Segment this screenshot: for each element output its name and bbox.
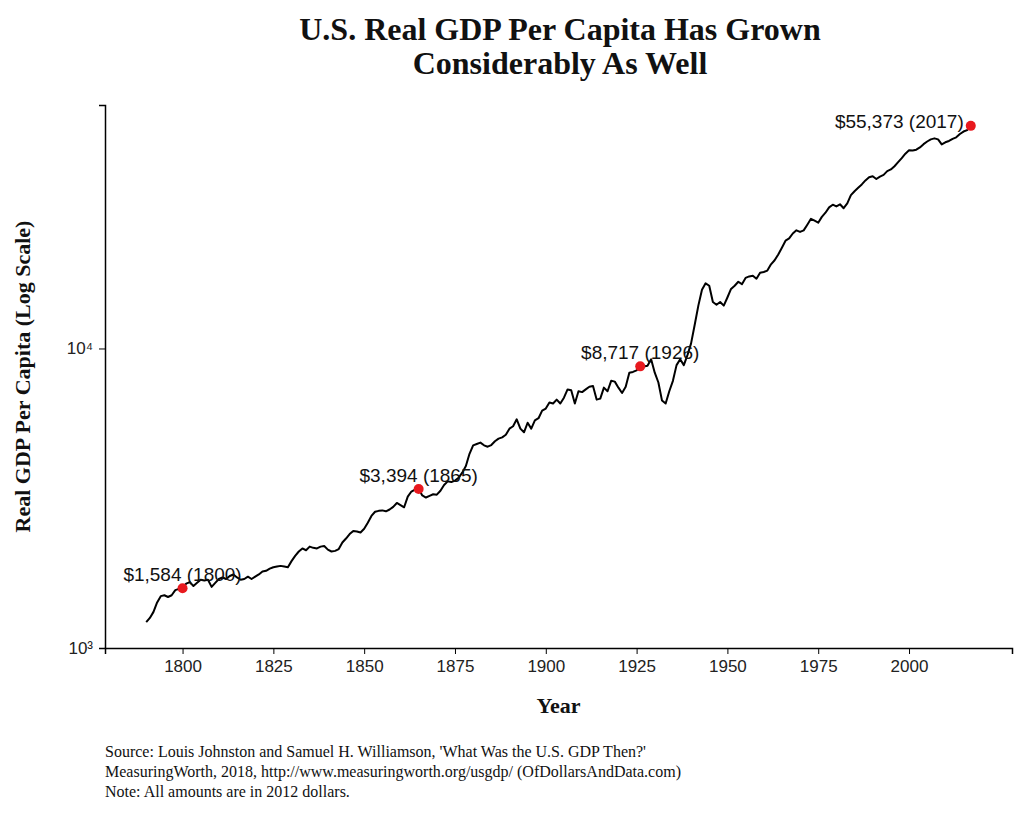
x-tick-mark [727,648,728,654]
x-tick-label: 2000 [891,657,929,676]
x-tick: 1875 [437,648,475,676]
annotation-label: $1,584 (1800) [123,564,241,585]
x-tick-label: 1800 [164,657,202,676]
x-tick-label: 1950 [709,657,747,676]
x-tick-mark [909,648,910,654]
x-tick: 1800 [164,648,202,676]
annotation-point [966,121,976,131]
y-axis-line [99,106,106,649]
chart: U.S. Real GDP Per Capita Has GrownConsid… [0,0,1024,819]
annotations: $1,584 (1800) $3,394 (1865) $8,717 (1926) $… [123,111,963,585]
annotation-label: $3,394 (1865) [359,465,477,486]
x-tick-mark [455,648,456,654]
x-tick: 1900 [527,648,565,676]
y-axis: 10³ 10⁴ [67,106,106,658]
x-tick: 1950 [709,648,747,676]
x-tick-label: 1825 [255,657,293,676]
y-tick-mark [99,648,105,649]
annotation-label: $55,373 (2017) [835,111,964,132]
x-tick-mark [364,648,365,654]
x-axis-line [106,649,1013,655]
x-tick-label: 1875 [437,657,475,676]
x-tick-label: 1900 [527,657,565,676]
title: U.S. Real GDP Per Capita Has Grown [299,11,821,47]
x-tick-label: 1850 [346,657,384,676]
x-tick-label: 1975 [800,657,838,676]
caption: Note: All amounts are in 2012 dollars. [105,783,350,800]
x-tick: 1850 [346,648,384,676]
y-tick: 10³ [68,639,105,658]
x-tick: 1975 [800,648,838,676]
x-tick: 2000 [891,648,929,676]
x-axis: 1800 1825 1850 1875 1900 1925 1950 1975 2000 [106,648,1013,676]
y-tick-mark [99,348,105,349]
y-tick-label: 10⁴ [67,339,93,358]
x-tick-mark [637,648,638,654]
x-tick: 1825 [255,648,293,676]
x-tick-mark [273,648,274,654]
annotation-label: $8,717 (1926) [581,342,699,363]
title: Considerably As Well [413,45,708,81]
plot-area [146,121,976,622]
line [146,126,971,622]
x-tick: 1925 [618,648,656,676]
x-tick-mark [183,648,184,654]
x-tick-label: 1925 [618,657,656,676]
x-tick-mark [818,648,819,654]
y-tick-label: 10³ [68,639,93,658]
y-tick: 10⁴ [67,339,105,358]
x-axis-title: Year [537,693,581,718]
x-tick-mark [546,648,547,654]
caption: MeasuringWorth, 2018, http://www.measuri… [105,763,681,781]
caption: Source: Louis Johnston and Samuel H. Wil… [105,743,646,760]
y-axis-title: Real GDP Per Capita (Log Scale) [10,221,35,533]
